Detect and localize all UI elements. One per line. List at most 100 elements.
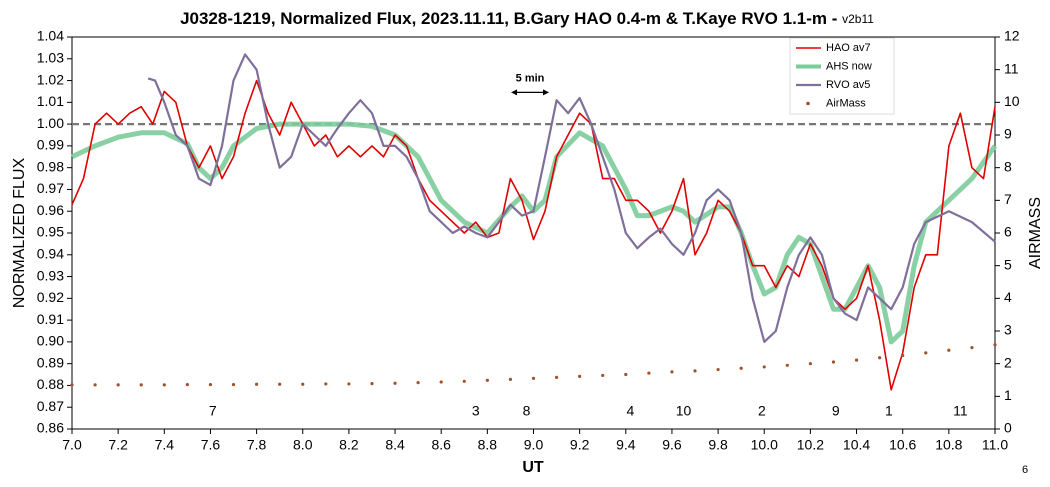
airmass-point [901, 353, 905, 358]
series-line [71, 79, 996, 391]
x-tick-label: 10.4 [843, 437, 870, 453]
title: J0328-1219, Normalized Flux, 2023.11.11,… [180, 9, 842, 28]
legend-label: AHS now [826, 60, 872, 72]
legend: HAO av7 AHS now RVO av5 AirMass [789, 37, 895, 115]
airmass-point [162, 383, 166, 387]
y-tick-label: 1.00 [37, 115, 64, 131]
annotation: 8 [523, 402, 531, 418]
x-tick-label: 9.6 [662, 437, 682, 453]
page-number: 6 [1022, 464, 1028, 476]
x-tick-label: 9.2 [570, 437, 590, 453]
x-tick-label: 7.8 [247, 437, 267, 453]
x-tick-label: 10.2 [797, 437, 824, 453]
airmass-point [947, 348, 951, 352]
annotation: 10 [676, 402, 692, 418]
airmass-point [393, 381, 397, 385]
airmass-point [693, 369, 697, 373]
airmass-point [324, 382, 328, 386]
y-tick-label: 0.89 [37, 354, 64, 370]
airmass-point [785, 363, 789, 367]
airmass-point [185, 382, 189, 387]
airmass-point [716, 367, 720, 372]
y2-tick-label: 10 [1004, 93, 1020, 109]
y2-tick-label: 3 [1004, 322, 1012, 338]
x-tick-label: 9.8 [708, 437, 728, 453]
x-tick-label: 8.0 [293, 437, 313, 453]
airmass-point [416, 381, 420, 385]
airmass-point [439, 380, 443, 384]
x-tick-label: 7.0 [62, 437, 82, 453]
x-tick-label: 10.6 [889, 437, 916, 453]
y2-tick-label: 11 [1004, 60, 1019, 76]
airmass-point [347, 382, 351, 386]
x-tick-label: 7.6 [201, 437, 221, 453]
x-tick-label: 8.6 [431, 437, 451, 453]
y-tick-label: 0.94 [37, 245, 64, 261]
x-tick-label: 8.2 [339, 437, 359, 453]
legend-label: AirMass [826, 97, 866, 109]
airmass-point [554, 375, 559, 379]
y-tick-label: 1.03 [37, 49, 64, 65]
airmass-point [485, 378, 489, 382]
airmass-point [578, 374, 582, 379]
y2-tick-label: 0 [1004, 420, 1012, 436]
x-tick-label: 9.4 [616, 437, 636, 453]
y-tick-label: 1.01 [37, 93, 64, 109]
airmass-point [993, 343, 997, 347]
series-line [147, 53, 996, 343]
airmass-point [462, 379, 466, 383]
airmass-point [878, 356, 882, 360]
airmass-point [601, 373, 605, 378]
airmass-point [508, 377, 513, 381]
y-axis-label: NORMALIZED FLUX [11, 158, 28, 309]
airmass-point [70, 383, 74, 387]
y-tick-label: 0.95 [37, 224, 64, 240]
airmass-point [647, 371, 651, 375]
y-tick-label: 0.97 [37, 180, 64, 196]
annotation: 11 [953, 402, 968, 418]
airmass-point [301, 382, 305, 386]
subtitle: v2b11 [842, 12, 874, 26]
y-tick-label: 0.86 [37, 420, 64, 436]
y-tick-label: 0.92 [37, 289, 64, 305]
x-tick-label: 10.0 [751, 437, 778, 453]
y2-tick-label: 12 [1004, 28, 1020, 44]
legend-label: HAO av7 [826, 42, 871, 54]
x-axis-label: UT [522, 459, 544, 476]
legend-box [789, 37, 895, 115]
airmass-point [808, 362, 813, 366]
y2-tick-label: 5 [1004, 256, 1012, 272]
airmass-point [139, 383, 143, 387]
y-tick-label: 0.99 [37, 137, 64, 153]
airmass-point [278, 382, 282, 386]
x-tick-label: 7.4 [155, 437, 175, 453]
legend-label: RVO av5 [826, 79, 870, 91]
airmass-point [739, 366, 743, 370]
y-tick-label: 0.91 [37, 311, 64, 327]
airmass-point [831, 360, 836, 364]
airmass-point [531, 376, 536, 380]
airmass-point [670, 370, 674, 374]
airmass-point [924, 351, 928, 355]
y-tick-label: 0.98 [37, 158, 64, 174]
y-tick-label: 0.93 [37, 267, 64, 283]
x-tick-label: 7.2 [108, 437, 128, 453]
x-tick-label: 8.8 [478, 437, 498, 453]
airmass-point [624, 372, 628, 377]
airmass-point [370, 381, 374, 386]
y2-tick-label: 4 [1004, 289, 1012, 305]
airmass-point [93, 383, 97, 387]
annotation: 7 [209, 402, 217, 418]
airmass-point [970, 346, 974, 350]
x-tick-label: 8.4 [385, 437, 405, 453]
airmass-point [208, 382, 213, 387]
annotation: 5 min [516, 72, 545, 84]
y-tick-label: 1.04 [37, 28, 64, 44]
legend-swatch [806, 101, 810, 106]
annotation: 9 [832, 402, 840, 418]
annotation: 1 [885, 402, 893, 418]
y-tick-label: 1.02 [37, 71, 64, 87]
annotation: 4 [627, 402, 635, 418]
y2-tick-label: 1 [1004, 387, 1012, 403]
